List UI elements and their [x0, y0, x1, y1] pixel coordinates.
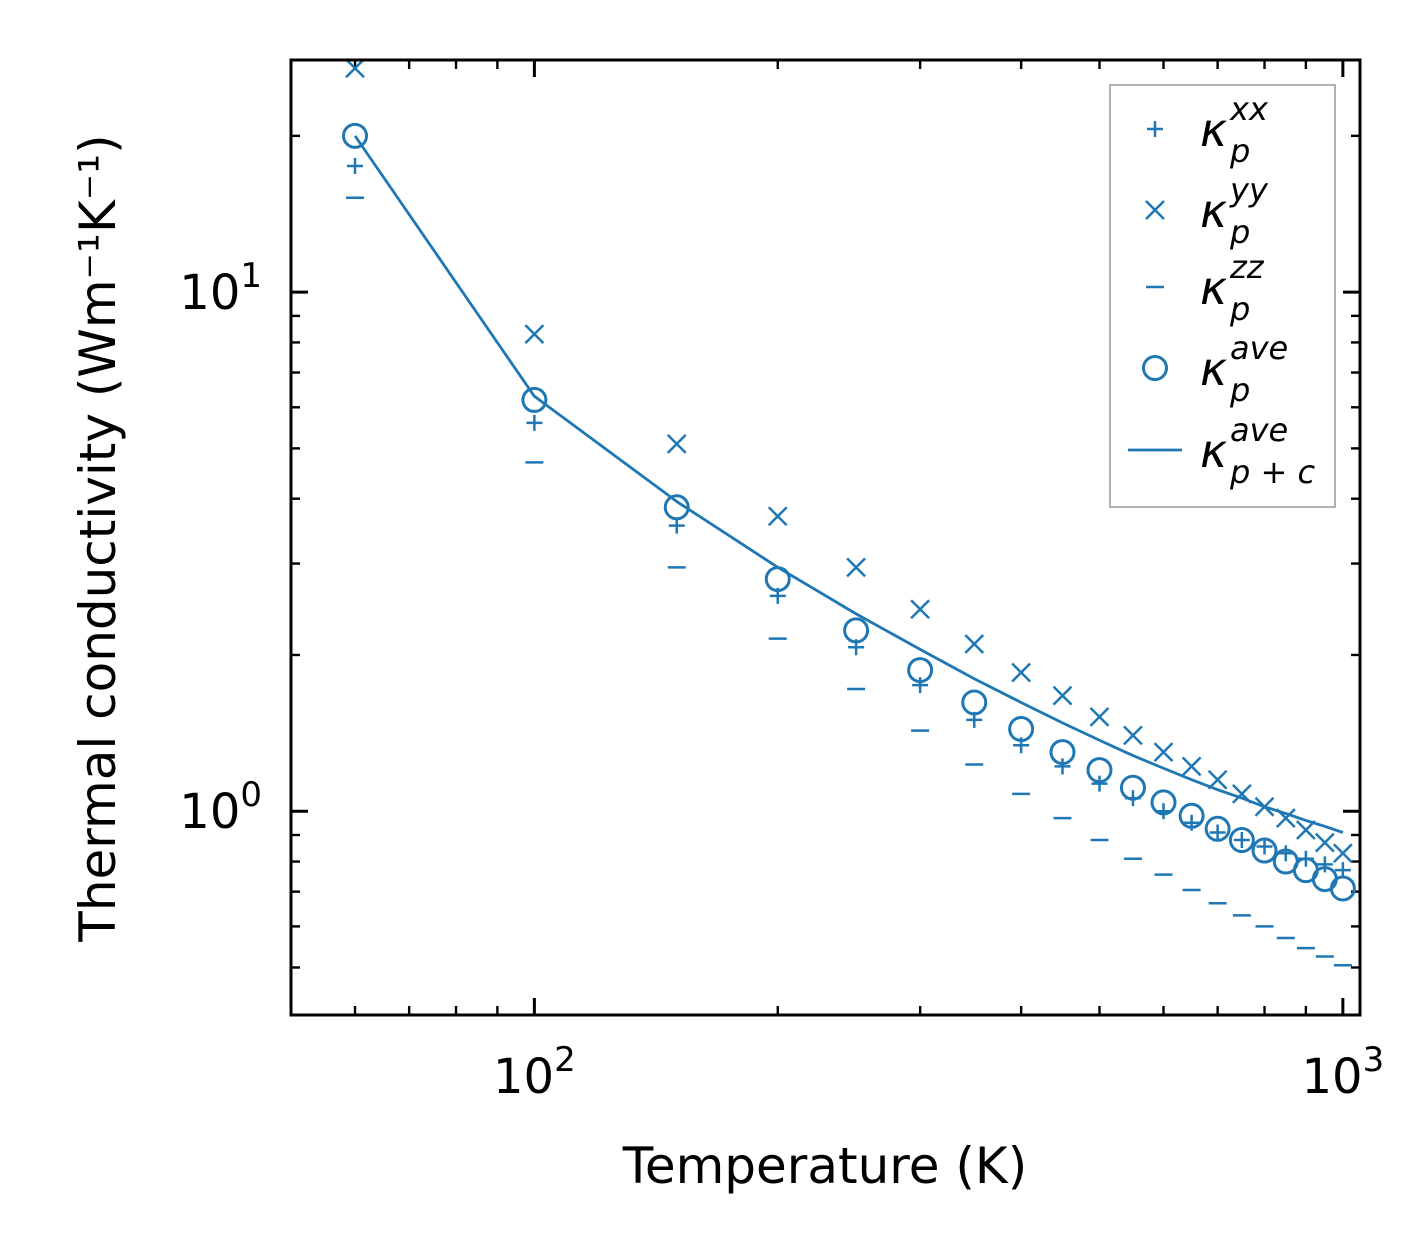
point-yy [767, 506, 788, 527]
legend-label-sup: ave [1230, 411, 1288, 449]
point-yy [1123, 725, 1143, 746]
legend-label-sub: p [1229, 213, 1250, 251]
series-line-ave_pc [353, 135, 1344, 834]
point-yy [910, 599, 931, 620]
legend-label-yy: κyy p [1200, 171, 1269, 251]
point-ave [663, 494, 690, 521]
point-yy [1089, 706, 1110, 727]
point-xx [1091, 775, 1108, 792]
point-xx [347, 157, 364, 174]
point-xx [1233, 832, 1250, 849]
point-yy [666, 434, 687, 454]
point-xx [912, 677, 929, 694]
legend-box [1109, 84, 1336, 508]
point-xx [1316, 856, 1333, 873]
legend-label-sup: zz [1229, 248, 1265, 286]
y-tick-label: 100 [179, 775, 262, 840]
point-ave [961, 689, 988, 716]
y-tick-label-exp: 1 [240, 256, 262, 296]
point-ave [1150, 789, 1177, 816]
point-yy [1011, 662, 1032, 683]
legend-label-zz: κzz p [1200, 248, 1265, 328]
marks-layer [342, 58, 1356, 967]
x-tick-label-exp: 2 [554, 1040, 576, 1080]
point-yy [964, 634, 985, 654]
x-axis-label: Temperature (K) [622, 1137, 1027, 1195]
legend-label-ave: κave p [1200, 329, 1288, 409]
legend-label-base: κ [1200, 184, 1227, 238]
point-xx [1256, 838, 1273, 855]
y-axis-label: Thermal conductivity (Wm⁻¹K⁻¹) [69, 134, 127, 942]
point-yy [1181, 756, 1202, 777]
legend-label-sup: yy [1229, 171, 1269, 209]
point-ave [1178, 802, 1205, 829]
legend-label-base: κ [1200, 342, 1227, 396]
legend-label-base: κ [1200, 261, 1227, 315]
y-tick-label-base: 10 [179, 784, 240, 840]
legend-marker-yy [1145, 200, 1165, 220]
point-yy [1332, 843, 1353, 864]
point-yy [1295, 820, 1316, 840]
legend-label-sub: p [1229, 132, 1250, 170]
point-ave [1228, 827, 1255, 854]
legend-marker-ave [1142, 355, 1168, 381]
legend-label-sub: p [1229, 371, 1250, 409]
y-tick-label-base: 10 [179, 265, 240, 321]
x-tick-label: 103 [1302, 1040, 1385, 1105]
point-ave [1204, 815, 1231, 842]
y-tick-label-exp: 0 [240, 775, 262, 815]
legend-label-xx: κxx p [1200, 90, 1269, 170]
point-xx [526, 414, 543, 431]
point-ave [907, 657, 934, 684]
x-tick-label: 102 [493, 1040, 576, 1105]
y-tick-label: 101 [179, 256, 262, 321]
legend-label-sup: ave [1230, 329, 1288, 367]
x-tick-label-base: 10 [1302, 1049, 1363, 1105]
point-xx [1209, 824, 1226, 841]
point-yy [1052, 685, 1073, 706]
point-ave [342, 122, 369, 149]
point-yy [524, 324, 545, 345]
point-yy [846, 557, 866, 578]
legend-label-sub: p [1229, 290, 1250, 328]
legend-label-ave_pc: κave p + c [1200, 411, 1315, 491]
legend-label-sub: p + c [1229, 453, 1315, 491]
point-ave [1329, 875, 1356, 902]
point-yy [345, 58, 365, 79]
x-tick-label-base: 10 [493, 1049, 554, 1105]
point-yy [1153, 742, 1174, 762]
x-tick-label-exp: 3 [1363, 1040, 1385, 1080]
legend-label-sup: xx [1229, 90, 1269, 128]
legend-label-base: κ [1200, 103, 1227, 157]
legend-label-base: κ [1200, 424, 1227, 478]
point-ave [1119, 774, 1146, 801]
point-xx [1054, 758, 1071, 775]
point-ave [1008, 716, 1035, 743]
point-yy [1314, 832, 1335, 853]
point-ave [843, 617, 870, 644]
point-ave [521, 386, 548, 413]
point-xx [1277, 845, 1294, 862]
point-ave [1049, 739, 1076, 766]
point-ave [1251, 837, 1278, 864]
plot-frame [289, 58, 1362, 1017]
point-ave [1086, 757, 1113, 784]
point-yy [1207, 769, 1228, 790]
legend-marker-xx [1147, 121, 1163, 137]
